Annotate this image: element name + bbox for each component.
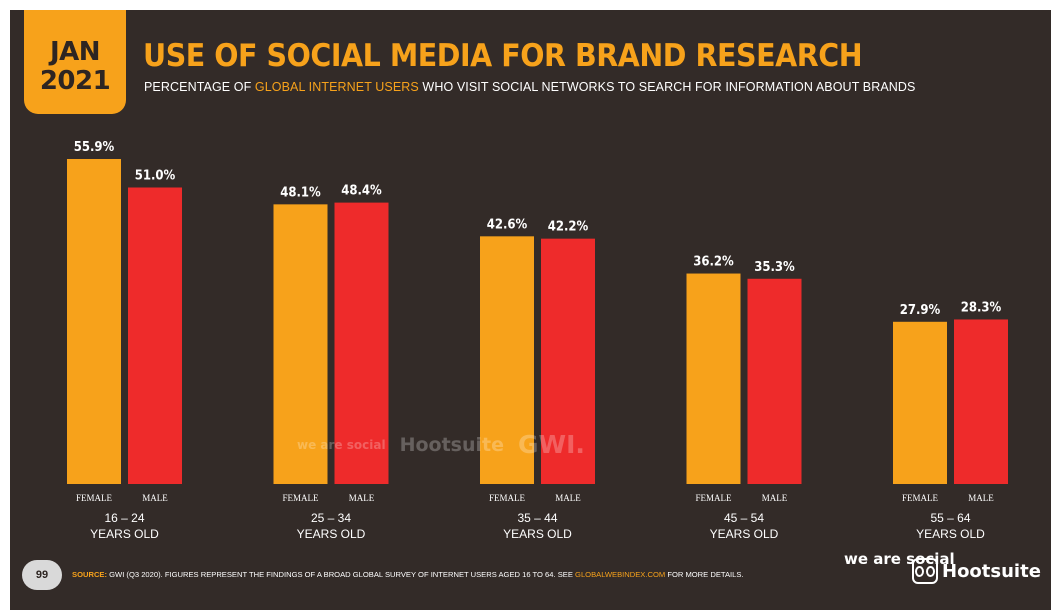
data-label: 36.2% [693, 255, 734, 270]
series-label: MALE [762, 493, 788, 503]
bar-male-1 [334, 202, 389, 484]
series-label: FEMALE [283, 493, 320, 503]
category-sublabel: YEARS OLD [916, 527, 985, 541]
series-label: MALE [142, 493, 168, 503]
bar-male-3 [747, 278, 802, 484]
watermark-wearesocial: we are social [297, 437, 386, 452]
date-badge: JAN 2021 [24, 10, 126, 114]
slide: JAN 2021 USE OF SOCIAL MEDIA FOR BRAND R… [10, 10, 1051, 610]
bar-female-1 [273, 204, 328, 485]
data-label: 42.2% [548, 220, 589, 235]
category-sublabel: YEARS OLD [90, 527, 159, 541]
category-sublabel: YEARS OLD [297, 527, 366, 541]
page-title: USE OF SOCIAL MEDIA FOR BRAND RESEARCH [143, 38, 863, 74]
series-label: MALE [349, 493, 375, 503]
category-sublabel: YEARS OLD [503, 527, 572, 541]
category-label: 55 – 64 [930, 511, 970, 525]
source-link[interactable]: GLOBALWEBINDEX.COM [575, 570, 666, 579]
category-label: 35 – 44 [517, 511, 557, 525]
wearesocial-logo: we are social [844, 550, 955, 568]
bar-female-3 [686, 273, 741, 484]
bar-female-0 [67, 159, 121, 484]
data-label: 48.1% [280, 185, 321, 200]
date-month: JAN [49, 37, 101, 67]
bar-female-4 [893, 321, 947, 484]
watermark-gwi: GWI. [517, 430, 585, 459]
series-label: FEMALE [489, 493, 526, 503]
page-number: 99 [22, 560, 62, 590]
owl-icon [912, 558, 938, 584]
source-label: SOURCE: [72, 570, 108, 579]
category-label: 16 – 24 [104, 511, 144, 525]
bar-chart: 55.9% FEMALE 51.0% MALE 16 – 24 YEARS OLD 48.1… [67, 140, 1008, 541]
bar-male-2 [541, 238, 595, 484]
watermark-hootsuite: Hootsuite [399, 433, 504, 456]
subtitle-highlight: GLOBAL INTERNET USERS [254, 80, 419, 94]
category-label: 25 – 34 [311, 511, 351, 525]
hootsuite-logo-text: Hootsuite [942, 560, 1041, 582]
series-label: MALE [968, 493, 994, 503]
subtitle-pre: PERCENTAGE OF [144, 80, 255, 94]
data-label: 51.0% [135, 168, 176, 183]
category-label: 45 – 54 [724, 511, 764, 525]
series-label: MALE [555, 493, 581, 503]
date-year: 2021 [39, 66, 111, 96]
source-note: SOURCE: GWI (Q3 2020). FIGURES REPRESENT… [72, 570, 744, 579]
data-label: 27.9% [900, 303, 941, 318]
watermark: we are social Hootsuite GWI. [297, 430, 585, 459]
data-label: 28.3% [961, 300, 1002, 315]
data-label: 48.4% [341, 184, 382, 199]
data-label: 35.3% [754, 260, 795, 275]
bar-male-0 [128, 187, 182, 484]
source-text: GWI (Q3 2020). FIGURES REPRESENT THE FIN… [107, 570, 576, 579]
category-sublabel: YEARS OLD [710, 527, 779, 541]
data-label: 42.6% [487, 217, 528, 232]
series-label: FEMALE [696, 493, 733, 503]
source-tail: FOR MORE DETAILS. [665, 570, 744, 579]
hootsuite-logo: Hootsuite [912, 558, 1041, 584]
subtitle-post: WHO VISIT SOCIAL NETWORKS TO SEARCH FOR … [418, 80, 916, 94]
series-label: FEMALE [76, 493, 113, 503]
data-label: 55.9% [74, 140, 115, 155]
bar-male-4 [954, 319, 1008, 484]
bar-female-2 [480, 236, 534, 484]
page-subtitle: PERCENTAGE OF GLOBAL INTERNET USERS WHO … [144, 80, 915, 94]
series-label: FEMALE [902, 493, 939, 503]
